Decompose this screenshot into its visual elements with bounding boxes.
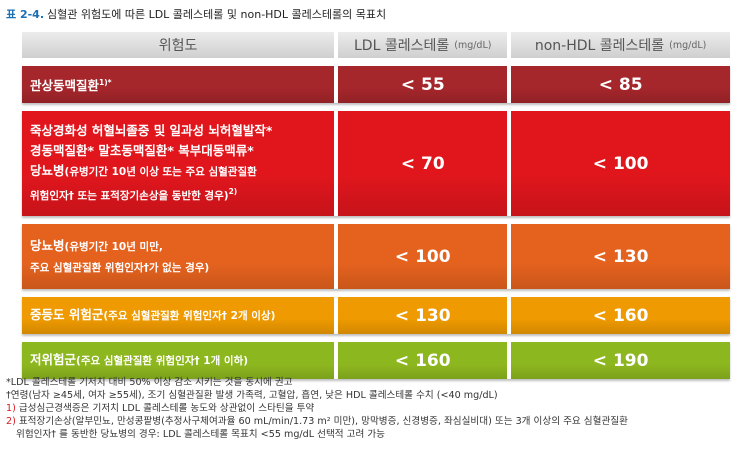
risk-line: 죽상경화성 허혈뇌졸중 및 일과성 뇌허혈발작* [30, 121, 272, 141]
ldl-target: < 70 [338, 111, 508, 216]
footnote-line: 2) 표적장기손상(알부민뇨, 만성콩팥병(추정사구체여과율 60 mL/min/… [6, 415, 628, 428]
risk-cell: 당뇨병(유병기간 10년 미만, 주요 심혈관질환 위험인자†가 없는 경우) [22, 224, 335, 289]
title-label: 표 2-4. [6, 8, 45, 21]
header-cell: non-HDL 콜레스테롤 (mg/dL) [511, 32, 730, 58]
footnote-marker: * [6, 377, 11, 388]
risk-line: 당뇨병(유병기간 10년 이상 또는 주요 심혈관질환 [30, 161, 257, 182]
footnote-line: 1) 급성심근경색증은 기저치 LDL 콜레스테롤 농도와 상관없이 스타틴을 투… [6, 402, 628, 415]
risk-line: 주요 심혈관질환 위험인자†가 없는 경우) [30, 257, 209, 278]
risk-row: 당뇨병(유병기간 10년 미만, 주요 심혈관질환 위험인자†가 없는 경우) < … [22, 224, 730, 289]
footnote-line: †연령(남자 ≥45세, 여자 ≥55세), 조기 심혈관질환 발생 가족력, … [6, 389, 628, 402]
ldl-target: < 55 [338, 66, 508, 103]
footnote-text: 표적장기손상(알부민뇨, 만성콩팥병(추정사구체여과율 60 mL/min/1.… [18, 416, 628, 427]
header-text: LDL 콜레스테롤 [354, 38, 450, 54]
footnote-line: 위험인자† 를 동반한 당뇨병의 경우: LDL 콜레스테롤 목표치 <55 m… [6, 428, 628, 441]
footnote-marker: 1) [6, 403, 16, 414]
risk-cell: 저위험군(주요 심혈관질환 위험인자† 1개 이하) [22, 342, 335, 379]
non-hdl-target: < 160 [511, 297, 730, 334]
footnotes: *LDL 콜레스테롤 기저치 대비 50% 이상 감소 시키는 것을 동시에 권… [6, 376, 628, 441]
risk-detail: (유병기간 10년 미만, [64, 240, 163, 253]
risk-main: 당뇨병 [30, 163, 65, 178]
risk-detail: (유병기간 10년 이상 또는 주요 심혈관질환 [64, 166, 257, 178]
risk-main: 중등도 위험군 [30, 307, 104, 322]
risk-line: 중등도 위험군(주요 심혈관질환 위험인자† 2개 이상) [30, 305, 275, 326]
header-unit: (mg/dL) [669, 39, 707, 51]
risk-main: 죽상경화성 허혈뇌졸중 및 일과성 뇌허혈발작* [30, 123, 273, 138]
risk-cell: 관상동맥질환1)* [22, 66, 335, 103]
non-hdl-target: < 100 [511, 111, 730, 216]
risk-row: 중등도 위험군(주요 심혈관질환 위험인자† 2개 이상) < 130 < 160 [22, 297, 730, 334]
risk-note: 1)* [99, 78, 112, 87]
ldl-target: < 160 [338, 342, 508, 379]
ldl-target: < 130 [338, 297, 508, 334]
footnote-line: *LDL 콜레스테롤 기저치 대비 50% 이상 감소 시키는 것을 동시에 권… [6, 376, 628, 389]
ldl-target: < 100 [338, 224, 508, 289]
title-text: 심혈관 위험도에 따른 LDL 콜레스테롤 및 non-HDL 콜레스테롤의 목… [47, 8, 387, 21]
footnote-marker: 2) [6, 416, 16, 427]
risk-detail: 주요 심혈관질환 위험인자†가 없는 경우) [30, 261, 210, 274]
risk-detail: (주요 심혈관질환 위험인자† 2개 이상) [103, 310, 276, 322]
risk-main: 경동맥질환* 말초동맥질환* 복부대동맥류* [30, 143, 254, 158]
header-cell: 위험도 [22, 32, 335, 58]
footnote-text: 위험인자† 를 동반한 당뇨병의 경우: LDL 콜레스테롤 목표치 <55 m… [16, 429, 386, 440]
risk-main: 당뇨병 [30, 237, 65, 253]
risk-detail: 위험인자† 또는 표적장기손상을 동반한 경우) [30, 190, 229, 202]
footnote-marker: † [6, 390, 11, 401]
non-hdl-target: < 85 [511, 66, 730, 103]
header-unit: (mg/dL) [454, 39, 492, 51]
header-cell: LDL 콜레스테롤 (mg/dL) [338, 32, 508, 58]
risk-line: 경동맥질환* 말초동맥질환* 복부대동맥류* [30, 141, 254, 161]
header-row: 위험도 LDL 콜레스테롤 (mg/dL) non-HDL 콜레스테롤 (mg/dL) [22, 32, 730, 58]
risk-row: 죽상경화성 허혈뇌졸중 및 일과성 뇌허혈발작* 경동맥질환* 말초동맥질환* 복… [22, 111, 730, 216]
footnote-text: LDL 콜레스테롤 기저치 대비 50% 이상 감소 시키는 것을 동시에 권고 [10, 377, 293, 388]
risk-detail: (주요 심혈관질환 위험인자† 1개 이하) [76, 355, 249, 367]
risk-cell: 중등도 위험군(주요 심혈관질환 위험인자† 2개 이상) [22, 297, 335, 334]
risk-line: 위험인자† 또는 표적장기손상을 동반한 경우)2) [30, 182, 237, 206]
title: 표 2-4. 심혈관 위험도에 따른 LDL 콜레스테롤 및 non-HDL 콜레… [6, 6, 386, 22]
risk-main: 관상동맥질환 [30, 78, 100, 93]
footnote-text: 급성심근경색증은 기저치 LDL 콜레스테롤 농도와 상관없이 스타틴을 투약 [18, 403, 315, 414]
risk-line: 저위험군(주요 심혈관질환 위험인자† 1개 이하) [30, 350, 248, 371]
non-hdl-target: < 130 [511, 224, 730, 289]
risk-main: 저위험군 [30, 352, 77, 367]
table: 위험도 LDL 콜레스테롤 (mg/dL) non-HDL 콜레스테롤 (mg/dL) 관… [22, 32, 730, 387]
risk-cell: 죽상경화성 허혈뇌졸중 및 일과성 뇌허혈발작* 경동맥질환* 말초동맥질환* 복… [22, 111, 335, 216]
risk-line: 관상동맥질환1)* [30, 73, 112, 96]
header-text: 위험도 [158, 38, 198, 54]
non-hdl-target: < 190 [511, 342, 730, 379]
risk-line: 당뇨병(유병기간 10년 미만, [30, 236, 163, 257]
risk-row: 관상동맥질환1)* < 55 < 85 [22, 66, 730, 103]
risk-note: 2) [228, 187, 238, 196]
footnote-text: 연령(남자 ≥45세, 여자 ≥55세), 조기 심혈관질환 발생 가족력, 고… [10, 390, 498, 401]
header-text: non-HDL 콜레스테롤 [534, 38, 665, 54]
risk-row: 저위험군(주요 심혈관질환 위험인자† 1개 이하) < 160 < 190 [22, 342, 730, 379]
